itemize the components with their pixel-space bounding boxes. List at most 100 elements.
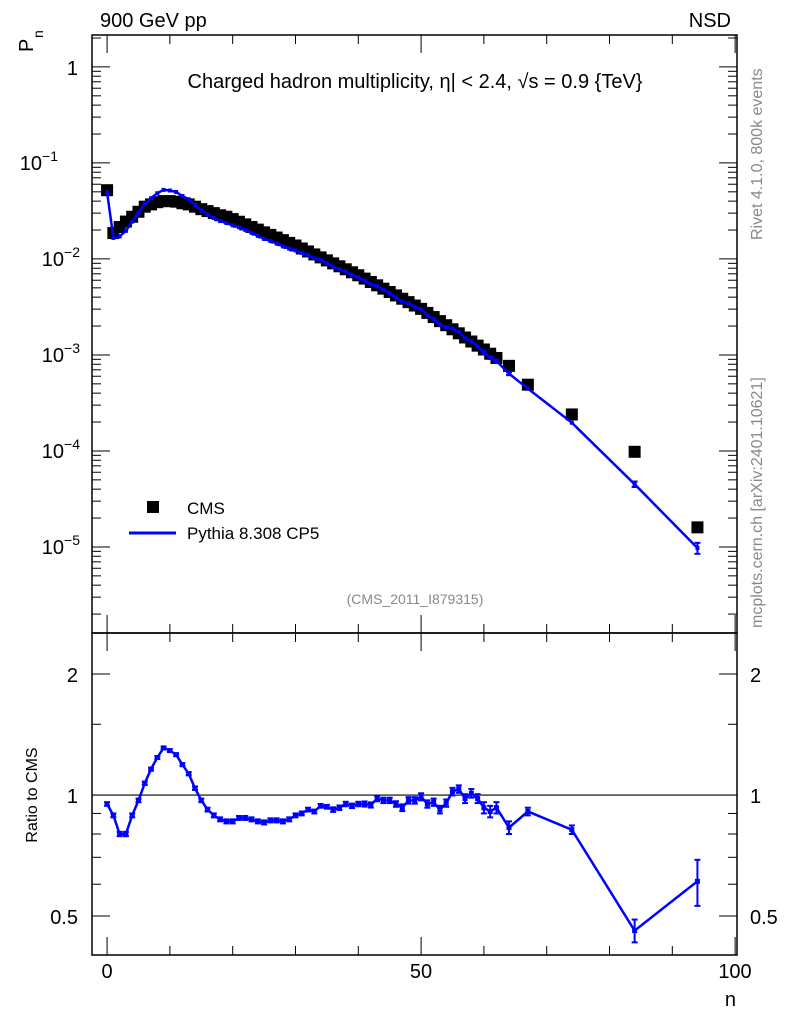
pythia-point [211, 215, 216, 220]
pythia-point [149, 196, 154, 201]
pythia-point [337, 267, 342, 272]
pythia-point [192, 203, 197, 208]
pythia-point [123, 228, 128, 233]
pythia-point [425, 313, 430, 318]
xtick-label: 50 [410, 961, 432, 983]
pythia-point [381, 287, 386, 292]
pythia-point [293, 248, 298, 253]
cms-point [628, 445, 641, 458]
pythia-point [356, 275, 361, 280]
pythia-point [469, 339, 474, 344]
xtick-label: 0 [101, 961, 112, 983]
pythia-point [161, 187, 166, 192]
ratio-ytick-label-right: 1 [750, 786, 761, 808]
pythia-point [105, 190, 110, 195]
legend: CMS Pythia 8.308 CP5 [129, 499, 319, 543]
ratio-ytick-label-right: 0.5 [750, 907, 778, 929]
pythia-point [431, 316, 436, 321]
tick-labels: 1 10−1 10−2 10−3 10−4 10−5 0.5 1 2 0.5 1… [20, 58, 778, 983]
legend-marker-cms [147, 501, 159, 513]
cms-point [101, 184, 114, 197]
ratio-ytick-label: 2 [67, 665, 78, 687]
pythia-line [105, 188, 699, 549]
ratio-ytick-label: 1 [67, 786, 78, 808]
pythia-point [218, 219, 223, 224]
main-panel [91, 34, 738, 955]
pythia-point [406, 301, 411, 306]
chart-title: Charged hadron multiplicity, η| < 2.4, √… [188, 71, 643, 93]
pythia-point [167, 188, 172, 193]
pythia-point [306, 252, 311, 257]
pythia-point [318, 257, 323, 262]
pythia-point [130, 219, 135, 224]
pythia-point [393, 295, 398, 300]
analysis-id: (CMS_2011_I879315) [347, 591, 484, 607]
pythia-point [274, 241, 279, 246]
cms-point [565, 408, 578, 421]
ytick-label: 10−3 [42, 340, 80, 367]
pythia-point [224, 221, 229, 226]
legend-label-cms: CMS [187, 499, 225, 518]
pythia-point [174, 190, 179, 195]
pythia-point [350, 272, 355, 277]
legend-label-pythia: Pythia 8.308 CP5 [187, 524, 319, 543]
pythia-point [299, 250, 304, 255]
cms-point [490, 351, 503, 364]
pythia-point [444, 325, 449, 330]
ratio-panel [91, 632, 738, 956]
cms-point [126, 210, 139, 223]
pythia-point [199, 208, 204, 213]
pythia-point [180, 194, 185, 199]
cms-point [691, 521, 704, 534]
ytick-label: 10−2 [42, 244, 80, 271]
pythia-point [463, 336, 468, 341]
pythia-point [142, 201, 147, 206]
pythia-point [437, 322, 442, 327]
pythia-point [324, 261, 329, 266]
ytick-label: 10−5 [42, 532, 80, 559]
main-frame-border [91, 34, 738, 634]
mcplots-info: mcplots.cern.ch [arXiv:2401.10621] [749, 377, 766, 628]
pythia-point [249, 230, 254, 235]
pythia-point [117, 234, 122, 239]
pythia-point [419, 307, 424, 312]
pythia-point [343, 269, 348, 274]
pythia-point [387, 291, 392, 296]
pythia-point [287, 246, 292, 251]
pythia-point [450, 326, 455, 331]
pythia-point [205, 212, 210, 217]
pythia-point [136, 211, 141, 216]
ratio-ytick-label-right: 2 [750, 665, 761, 687]
pythia-point [525, 386, 530, 391]
ytick-label: 1 [67, 58, 78, 80]
pythia-point [456, 329, 461, 334]
y-axis-label-sub: n [30, 30, 46, 38]
pythia-point [230, 223, 235, 228]
rivet-info: Rivet 4.1.0, 800k events [749, 68, 766, 240]
pythia-point [186, 197, 191, 202]
pythia-point [375, 284, 380, 289]
pythia-point [280, 244, 285, 249]
pythia-point [262, 236, 267, 241]
pythia-point [255, 233, 260, 238]
xtick-label: 100 [718, 961, 751, 983]
ratio-frame-border [91, 632, 738, 956]
pythia-point [236, 225, 241, 230]
ytick-label: 10−1 [20, 148, 58, 175]
pythia-point [312, 256, 317, 261]
header-left: 900 GeV pp [100, 10, 207, 32]
data-marks [101, 184, 704, 944]
pythia-point [400, 299, 405, 304]
pythia-point [569, 420, 574, 425]
x-axis-label: n [725, 989, 736, 1011]
pythia-point [412, 304, 417, 309]
pythia-point [368, 282, 373, 287]
ratio-ytick-label: 0.5 [50, 907, 78, 929]
pythia-point [111, 235, 116, 240]
pythia-point [475, 344, 480, 349]
y-axis-label: P n [16, 30, 46, 52]
ytick-label: 10−4 [42, 436, 80, 463]
pythia-point [155, 191, 160, 196]
ratio-line [106, 746, 699, 933]
